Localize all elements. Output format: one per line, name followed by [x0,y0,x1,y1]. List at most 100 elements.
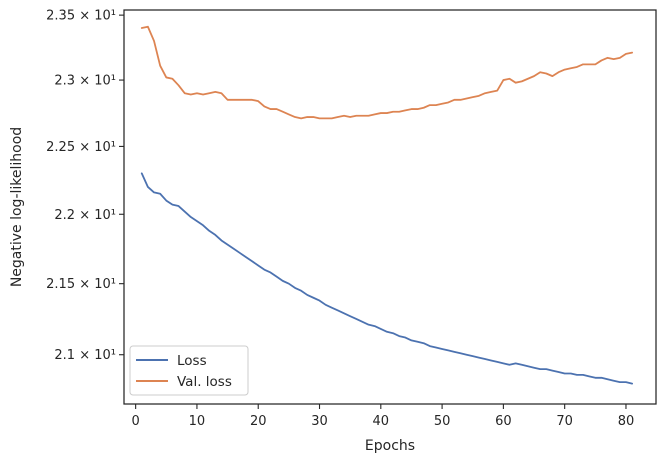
data-point-loss [288,283,290,285]
data-point-loss [490,360,492,362]
series-line-loss [140,172,633,385]
data-point-val-loss [619,57,621,59]
data-point-loss [625,381,627,383]
data-point-val-loss [545,73,547,75]
data-point-loss [533,367,535,369]
data-point-val-loss [404,110,406,112]
data-point-val-loss [631,52,633,54]
data-point-val-loss [337,116,339,118]
data-point-val-loss [453,99,455,101]
data-point-loss [460,352,462,354]
data-point-loss [263,269,265,271]
data-point-loss [141,172,143,174]
data-point-loss [417,341,419,343]
data-point-loss [227,244,229,246]
data-point-val-loss [552,75,554,77]
data-point-loss [343,312,345,314]
legend: Loss Val. loss [129,345,249,396]
data-point-val-loss [153,40,155,42]
data-point-val-loss [502,79,504,81]
data-point-loss [564,373,566,375]
data-point-loss [349,315,351,317]
data-point-val-loss [251,99,253,101]
data-point-loss [165,200,167,202]
data-point-loss [429,345,431,347]
data-point-val-loss [588,63,590,65]
data-point-val-loss [282,111,284,113]
data-point-val-loss [576,66,578,68]
data-point-loss [325,304,327,306]
data-point-val-loss [607,57,609,59]
data-point-val-loss [509,78,511,80]
data-point-loss [270,272,272,274]
x-tick-label: 70 [556,414,573,429]
data-point-val-loss [355,115,357,117]
x-axis-label: Epochs [365,438,415,454]
data-point-loss [282,280,284,282]
data-point-loss [466,354,468,356]
data-point-val-loss [386,112,388,114]
data-point-loss [208,230,210,232]
data-point-val-loss [472,96,474,98]
data-point-val-loss [172,78,174,80]
legend-entry-val-loss: Val. loss [177,374,232,390]
data-point-loss [496,361,498,363]
data-point-val-loss [484,92,486,94]
data-point-loss [539,368,541,370]
data-point-loss [582,374,584,376]
data-point-val-loss [196,92,198,94]
y-tick-label: 2.2 × 10¹ [54,208,116,223]
data-point-loss [251,260,253,262]
data-point-loss [368,324,370,326]
data-point-loss [386,331,388,333]
data-point-loss [594,377,596,379]
data-point-loss [239,252,241,254]
data-point-loss [276,276,278,278]
data-point-val-loss [398,111,400,113]
data-point-val-loss [411,108,413,110]
y-tick-label: 2.1 × 10¹ [54,348,116,363]
data-point-loss [552,370,554,372]
x-tick-label: 10 [189,414,206,429]
data-point-val-loss [343,115,345,117]
data-point-loss [196,220,198,222]
y-axis-label: Negative log-likelihood [9,127,25,287]
data-point-val-loss [447,102,449,104]
data-point-val-loss [141,27,143,29]
data-point-loss [588,375,590,377]
data-point-val-loss [441,103,443,105]
data-point-val-loss [594,63,596,65]
data-point-val-loss [417,108,419,110]
data-point-val-loss [165,77,167,79]
data-point-val-loss [159,65,161,67]
data-point-loss [601,377,603,379]
data-point-loss [245,256,247,258]
data-point-loss [233,248,235,250]
data-point-val-loss [208,92,210,94]
data-point-val-loss [625,53,627,55]
plot-area [140,25,633,385]
data-point-val-loss [239,99,241,101]
plot-frame [123,9,657,405]
x-tick-label: 30 [311,414,328,429]
x-tick-label: 20 [250,414,267,429]
data-point-loss [515,362,517,364]
data-point-loss [576,374,578,376]
x-axis: 0 10 20 30 40 50 60 70 80 [132,404,634,429]
data-point-val-loss [202,94,204,96]
data-point-val-loss [564,69,566,71]
data-point-loss [398,335,400,337]
data-point-loss [190,216,192,218]
data-point-val-loss [270,108,272,110]
data-point-loss [214,234,216,236]
data-point-val-loss [423,107,425,109]
data-point-val-loss [349,116,351,118]
data-point-val-loss [233,99,235,101]
x-tick-label: 60 [495,414,512,429]
legend-box [129,345,249,396]
y-tick-label: 2.3 × 10¹ [54,74,116,89]
y-axis: 2.1 × 10¹ 2.15 × 10¹ 2.2 × 10¹ 2.25 × 10¹ 2.… [46,9,124,363]
data-point-loss [355,318,357,320]
y-tick-label: 2.35 × 10¹ [46,9,116,24]
data-point-val-loss [184,92,186,94]
